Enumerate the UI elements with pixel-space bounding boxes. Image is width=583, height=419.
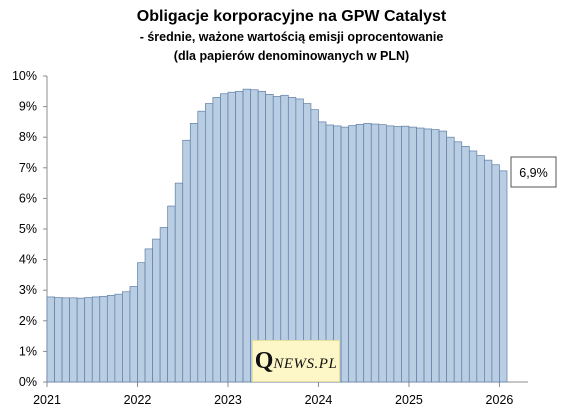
y-tick-label: 0% xyxy=(19,375,37,389)
bar xyxy=(144,248,153,383)
bar xyxy=(340,126,349,383)
bar xyxy=(355,123,365,383)
logo-text: NEWS.PL xyxy=(273,355,338,372)
y-tick-label: 10% xyxy=(12,69,37,83)
y-tick-label: 9% xyxy=(19,100,37,114)
bar xyxy=(220,93,229,383)
bar xyxy=(408,126,417,383)
logo-letter-q: Q xyxy=(254,347,274,374)
bar xyxy=(476,155,485,383)
callout-box xyxy=(510,156,557,188)
bar xyxy=(129,286,138,383)
x-tick-label: 2025 xyxy=(395,393,423,407)
bar xyxy=(461,146,470,383)
bar xyxy=(76,297,86,383)
chart-subtitle-line-2: (dla papierów denominowanych w PLN) xyxy=(173,49,410,63)
bar xyxy=(54,297,63,383)
bar xyxy=(416,127,425,383)
chart-title: Obligacje korporacyjne na GPW Catalyst xyxy=(136,8,447,25)
bar xyxy=(61,297,70,383)
x-tick-label: 2023 xyxy=(214,393,242,407)
bar xyxy=(167,205,176,383)
chart-title-block: Obligacje korporacyjne na GPW Catalyst -… xyxy=(0,6,583,66)
bar xyxy=(122,291,131,383)
bar xyxy=(174,182,184,383)
bar xyxy=(197,110,206,383)
bar xyxy=(265,94,274,383)
bar xyxy=(438,130,448,383)
bar xyxy=(84,297,93,383)
bar xyxy=(205,103,214,383)
x-axis: 2021 2022 2023 2024 2025 2026 xyxy=(33,381,528,407)
x-tick-label: 2021 xyxy=(33,393,61,407)
bar xyxy=(257,90,267,383)
bar xyxy=(250,89,259,383)
bar xyxy=(242,88,251,383)
bar xyxy=(227,91,236,383)
bar xyxy=(114,293,123,383)
bar xyxy=(431,129,440,383)
y-tick-label: 5% xyxy=(19,222,37,236)
bar xyxy=(484,159,493,383)
bar xyxy=(499,170,508,383)
bar-series xyxy=(46,88,508,383)
bar xyxy=(446,136,455,383)
bar xyxy=(212,97,221,383)
bar xyxy=(378,124,387,383)
y-tick-label: 8% xyxy=(19,130,37,144)
bar xyxy=(99,295,108,383)
y-tick-label: 6% xyxy=(19,191,37,205)
bar xyxy=(393,126,402,383)
bar xyxy=(159,227,169,383)
bar xyxy=(91,296,101,383)
bar xyxy=(137,262,146,383)
bar xyxy=(370,123,380,383)
bar xyxy=(235,90,244,383)
last-value-callout: 6,9% xyxy=(510,156,557,188)
x-tick-label: 2022 xyxy=(124,393,152,407)
qnews-logo: Q NEWS.PL xyxy=(252,340,340,382)
bar xyxy=(182,139,191,383)
bar xyxy=(348,125,357,383)
bar xyxy=(423,128,432,383)
bar xyxy=(491,164,500,383)
callout-label: 6,9% xyxy=(519,166,548,180)
bar xyxy=(385,125,395,383)
y-tick-label: 7% xyxy=(19,161,37,175)
bar xyxy=(189,123,199,383)
y-tick-label: 4% xyxy=(19,253,37,267)
bar xyxy=(363,123,372,383)
chart-subtitle-line-1: - średnie, ważone wartością emisji oproc… xyxy=(139,30,444,44)
x-tick-label: 2024 xyxy=(305,393,333,407)
bar xyxy=(46,296,55,383)
y-tick-label: 3% xyxy=(19,283,37,297)
y-tick-label: 2% xyxy=(19,314,37,328)
x-tick-label: 2026 xyxy=(486,393,514,407)
bar xyxy=(453,141,463,383)
bar xyxy=(152,238,161,383)
bar xyxy=(280,94,289,383)
y-axis: 0% 1% 2% 3% 4% 5% 6% 7% 8% 9% 10% xyxy=(12,69,48,389)
y-tick-label: 1% xyxy=(19,344,37,358)
bar xyxy=(106,295,116,383)
bar xyxy=(69,297,78,383)
bar xyxy=(401,125,410,383)
bar xyxy=(468,150,478,383)
